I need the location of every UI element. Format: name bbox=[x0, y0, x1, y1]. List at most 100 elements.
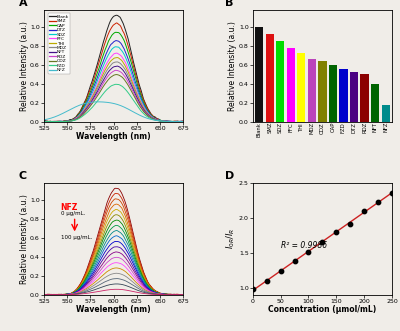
ODZ bbox=[114, 72, 119, 76]
RDZ bbox=[114, 68, 118, 72]
FZD bbox=[181, 119, 186, 123]
Line: SMZ: SMZ bbox=[44, 23, 183, 121]
MDZ bbox=[181, 119, 186, 123]
Text: R² = 0.9986: R² = 0.9986 bbox=[281, 241, 327, 250]
Line: THI: THI bbox=[44, 58, 183, 121]
FFC bbox=[78, 113, 82, 117]
Bar bbox=[371, 84, 379, 121]
Bar bbox=[382, 105, 390, 121]
NFZ bbox=[181, 119, 186, 123]
Line: CAP: CAP bbox=[44, 32, 183, 121]
RDZ bbox=[77, 115, 82, 118]
Point bbox=[333, 229, 340, 234]
Blank bbox=[114, 13, 119, 17]
Line: ODZ: ODZ bbox=[44, 74, 183, 121]
NFT bbox=[104, 72, 109, 76]
FZD bbox=[124, 88, 129, 92]
THI bbox=[104, 65, 109, 69]
X-axis label: Concentration (μmol/mL): Concentration (μmol/mL) bbox=[268, 305, 376, 314]
Text: NFZ: NFZ bbox=[61, 203, 78, 212]
DTZ bbox=[42, 119, 46, 123]
FZD bbox=[42, 119, 46, 123]
RDZ bbox=[135, 98, 140, 102]
Blank bbox=[105, 27, 110, 31]
SMZ bbox=[135, 79, 140, 83]
SDZ bbox=[124, 57, 129, 61]
ODZ bbox=[105, 79, 110, 83]
CAP bbox=[42, 119, 46, 123]
Bar bbox=[266, 33, 274, 121]
DTZ bbox=[181, 119, 186, 123]
Blank bbox=[124, 32, 129, 36]
Bar bbox=[287, 48, 295, 121]
MDZ bbox=[105, 68, 110, 72]
RDZ bbox=[147, 114, 152, 118]
Point bbox=[250, 286, 256, 291]
Bar bbox=[255, 27, 263, 121]
Text: 100 μg/mL.: 100 μg/mL. bbox=[61, 235, 92, 240]
NFT bbox=[115, 64, 120, 68]
Blank bbox=[181, 119, 186, 123]
THI bbox=[66, 119, 71, 123]
Text: 0 μg/mL.: 0 μg/mL. bbox=[61, 211, 85, 216]
THI bbox=[124, 66, 129, 70]
MDZ bbox=[66, 119, 71, 123]
SMZ bbox=[42, 119, 46, 123]
Y-axis label: Relative Intensity (a.u.): Relative Intensity (a.u.) bbox=[20, 21, 28, 111]
Line: RDZ: RDZ bbox=[44, 70, 183, 121]
THI bbox=[42, 119, 46, 123]
Blank bbox=[42, 118, 46, 122]
THI bbox=[135, 93, 140, 97]
Bar bbox=[339, 69, 348, 121]
SDZ bbox=[77, 113, 82, 117]
Line: FFC: FFC bbox=[44, 53, 183, 121]
Line: FZD: FZD bbox=[44, 84, 183, 121]
CAP bbox=[147, 110, 152, 114]
FFC bbox=[105, 61, 110, 65]
SDZ bbox=[104, 56, 109, 60]
Bar bbox=[308, 59, 316, 121]
THI bbox=[147, 113, 152, 117]
FFC bbox=[147, 113, 152, 117]
NFT bbox=[135, 96, 140, 100]
Blank bbox=[135, 76, 140, 80]
RDZ bbox=[124, 77, 129, 81]
Point bbox=[319, 239, 326, 244]
NFZ bbox=[96, 100, 100, 104]
THI bbox=[181, 119, 186, 123]
NFT bbox=[147, 114, 152, 118]
DTZ bbox=[114, 39, 118, 43]
SDZ bbox=[135, 88, 140, 92]
MDZ bbox=[135, 95, 140, 99]
RDZ bbox=[104, 75, 109, 79]
MDZ bbox=[114, 60, 119, 64]
MDZ bbox=[78, 114, 82, 118]
NFZ bbox=[42, 118, 46, 122]
Y-axis label: Relative Intensity (a.u.): Relative Intensity (a.u.) bbox=[20, 194, 28, 284]
Point bbox=[291, 258, 298, 263]
Blank bbox=[66, 118, 71, 122]
SDZ bbox=[66, 119, 71, 123]
Bar bbox=[360, 74, 369, 121]
ODZ bbox=[78, 115, 82, 119]
SMZ bbox=[147, 110, 152, 114]
MDZ bbox=[124, 70, 129, 74]
FFC bbox=[135, 91, 140, 95]
NFZ bbox=[135, 112, 140, 116]
NFZ bbox=[77, 103, 82, 107]
Bar bbox=[318, 61, 326, 121]
SMZ bbox=[66, 119, 71, 123]
ODZ bbox=[45, 119, 50, 123]
SDZ bbox=[113, 45, 118, 49]
FFC bbox=[66, 119, 71, 123]
RDZ bbox=[181, 119, 186, 123]
SMZ bbox=[181, 119, 186, 123]
Point bbox=[264, 278, 270, 284]
Text: B: B bbox=[225, 0, 233, 8]
ODZ bbox=[181, 119, 186, 123]
Text: A: A bbox=[19, 0, 28, 8]
Line: SDZ: SDZ bbox=[44, 47, 183, 121]
Bar bbox=[350, 72, 358, 121]
ODZ bbox=[124, 81, 129, 85]
FZD bbox=[135, 104, 140, 108]
